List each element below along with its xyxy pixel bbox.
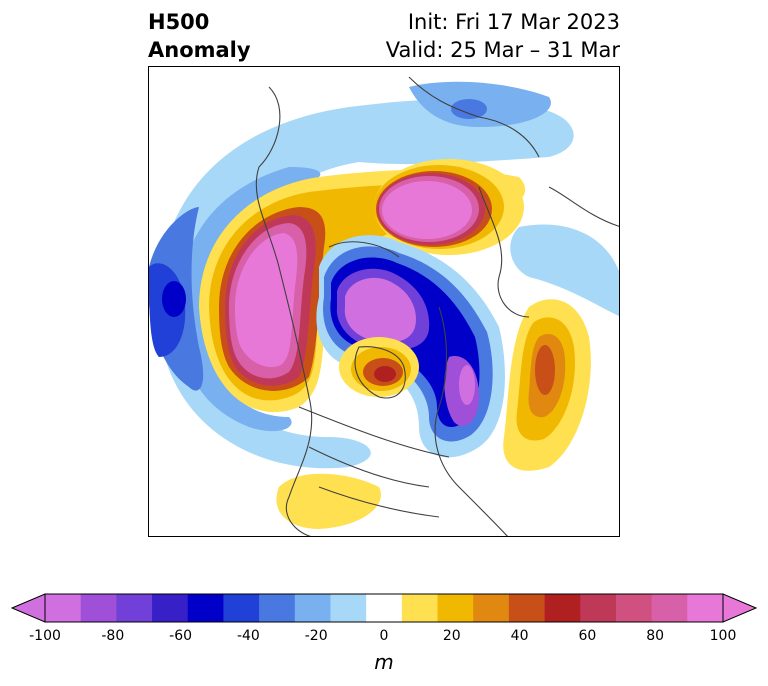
colorbar — [10, 593, 758, 623]
title-line-2: Anomaly — [148, 38, 251, 62]
colorbar-segment — [580, 594, 617, 622]
valid-range: Valid: 25 Mar – 31 Mar — [385, 38, 620, 62]
colorbar-tick-label: 20 — [442, 628, 461, 644]
colorbar-low-extension — [10, 593, 46, 623]
colorbar-segment — [294, 594, 331, 622]
colorbar-tick-label: 0 — [379, 628, 389, 644]
colorbar-segment — [259, 594, 296, 622]
date-info: Init: Fri 17 Mar 2023 Valid: 25 Mar – 31… — [386, 8, 620, 64]
colorbar-segment — [366, 594, 403, 622]
colorbar-tick-label: 80 — [646, 628, 665, 644]
anomaly-shading — [149, 81, 619, 529]
colorbar-segment — [223, 594, 260, 622]
colorbar-segment — [330, 594, 367, 622]
colorbar-tick-label: -80 — [101, 628, 125, 644]
colorbar-segment — [116, 594, 153, 622]
colorbar-tick-label: 40 — [510, 628, 529, 644]
colorbar-segment — [651, 594, 688, 622]
colorbar-segment — [508, 594, 546, 622]
colorbar-high-extension — [722, 593, 758, 623]
colorbar-tick-label: 60 — [578, 628, 597, 644]
colorbar-tick-label: -20 — [304, 628, 328, 644]
map-panel — [148, 66, 620, 537]
colorbar-unit: m — [374, 650, 394, 674]
colorbar-segment — [45, 594, 82, 622]
colorbar-tick-label: -40 — [236, 628, 260, 644]
colorbar-segment — [687, 594, 724, 622]
colorbar-segment — [437, 594, 474, 622]
colorbar-tick-label: 100 — [709, 628, 737, 644]
map-title: H500 Anomaly — [148, 8, 251, 64]
anomaly-map — [149, 76, 619, 536]
colorbar-segment — [544, 594, 581, 622]
title-line-1: H500 — [148, 10, 210, 34]
colorbar-segment — [152, 594, 189, 622]
colorbar-segment — [401, 594, 439, 622]
colorbar-segment — [473, 594, 510, 622]
colorbar-segment — [187, 594, 224, 622]
init-date: Init: Fri 17 Mar 2023 — [407, 10, 620, 34]
colorbar-segment — [615, 594, 653, 622]
colorbar-tick-label: -60 — [169, 628, 193, 644]
colorbar-segment — [80, 594, 117, 622]
coastlines — [255, 76, 619, 536]
colorbar-tick-label: -100 — [29, 628, 61, 644]
